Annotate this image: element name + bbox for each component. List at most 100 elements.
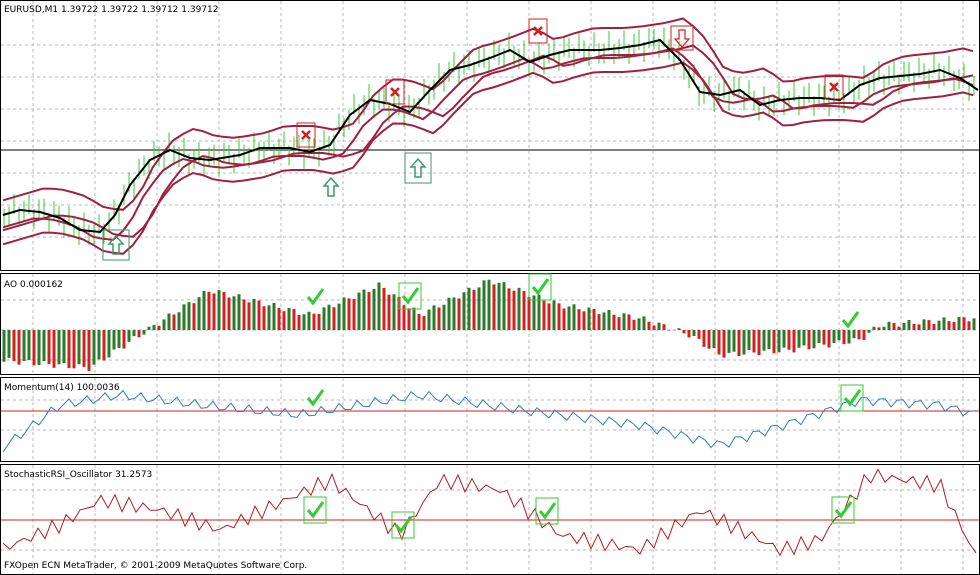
ao-bar: [877, 327, 881, 330]
price-panel: [0, 0, 980, 271]
ao-bar: [147, 326, 151, 330]
signal-box: [831, 496, 855, 524]
ao-bar: [547, 303, 551, 330]
ao-bar: [567, 306, 571, 330]
ao-bar: [512, 290, 516, 330]
ao-bar: [452, 297, 456, 330]
up-arrow: [409, 157, 427, 178]
ao-bar: [267, 305, 271, 330]
ao-bar: [782, 330, 786, 348]
ao-bar: [797, 330, 801, 348]
ao-bar: [682, 330, 686, 334]
ao-bar: [252, 298, 256, 330]
ao-bar: [462, 292, 466, 330]
ao-bar: [322, 307, 326, 330]
ao-bar: [832, 330, 836, 343]
ao-bar: [177, 312, 181, 330]
signal-box: [303, 496, 327, 524]
ao-bar: [862, 330, 866, 340]
signal-box: [404, 152, 432, 184]
ao-bar: [887, 321, 891, 330]
ao-bar: [897, 326, 901, 330]
ao-bar: [892, 322, 896, 330]
ao-bar: [257, 300, 261, 330]
ao-bar: [607, 309, 611, 330]
ao-bar: [362, 289, 366, 330]
ao-bar: [842, 330, 846, 345]
ao-bar: [312, 313, 316, 330]
ao-bar: [812, 330, 816, 349]
ao-bar: [172, 314, 176, 330]
ao-bar: [387, 294, 391, 330]
ao-bar: [327, 304, 331, 330]
ao-bar: [667, 330, 671, 331]
ao-bar: [242, 299, 246, 330]
stoch-line: [2, 468, 977, 557]
ao-bar: [142, 330, 146, 335]
ao-bar: [537, 294, 541, 330]
ao-bar: [392, 294, 396, 330]
ao-bar: [767, 330, 771, 350]
ao-bar: [292, 309, 296, 330]
ao-bar: [107, 330, 111, 358]
ao-bar: [167, 313, 171, 330]
ao-bar: [417, 313, 421, 330]
ao-bar: [307, 311, 311, 330]
ao-bar: [37, 330, 41, 366]
ao-bar: [617, 317, 621, 330]
ao-bar: [527, 296, 531, 330]
ao-bar: [952, 321, 956, 330]
indicators: [1, 17, 979, 557]
ao-bar: [262, 306, 266, 330]
ao-bar: [287, 307, 291, 330]
ao-bar: [662, 324, 666, 330]
ao-bar: [587, 307, 591, 330]
ao-bar: [562, 308, 566, 330]
check-mark: [306, 288, 325, 306]
signal-box: [840, 384, 864, 412]
check-mark: [401, 287, 420, 305]
footer: FXOpen ECN MetaTrader, © 2001-2009 MetaQ…: [4, 561, 307, 571]
ao-bar: [802, 330, 806, 346]
ao-bar: [367, 292, 371, 330]
price-curve: [2, 38, 979, 234]
check-mark: [841, 311, 860, 329]
ao-bar: [422, 315, 426, 330]
ao-bar: [47, 330, 51, 365]
ao-bar: [502, 282, 506, 330]
ao-bar: [792, 330, 796, 353]
ao-bar: [412, 307, 416, 330]
ao-bar: [82, 330, 86, 367]
ao-bar: [652, 325, 656, 330]
ao-bar: [432, 305, 436, 330]
momentum-line: [2, 389, 976, 453]
ao-bar: [12, 330, 16, 362]
ao-bar: [192, 303, 196, 330]
cross-mark: [390, 87, 400, 97]
ao-bar: [972, 318, 976, 330]
ao-bar: [32, 330, 36, 366]
ao-bar: [472, 289, 476, 330]
ao-bar: [647, 321, 651, 330]
ao-bar: [407, 308, 411, 330]
ao-bar: [187, 302, 191, 330]
band-slow: [2, 44, 974, 238]
ao-bar: [202, 290, 206, 330]
ao-bar: [507, 288, 511, 330]
ao-bar: [902, 323, 906, 330]
ao-bar: [572, 304, 576, 330]
ao-bar: [597, 314, 601, 330]
signal-box: [296, 122, 316, 148]
signal-box: [528, 273, 552, 301]
ao-bar: [922, 319, 926, 330]
ao-bar: [207, 291, 211, 330]
check-mark: [843, 389, 862, 407]
ao-bar: [722, 330, 726, 358]
ao-bar: [222, 291, 226, 330]
ao-bar: [27, 330, 31, 361]
ao-bar: [817, 330, 821, 344]
ao-bar: [872, 326, 876, 330]
ao-bar: [237, 294, 241, 330]
ao-bar: [557, 303, 561, 330]
ao-bar: [772, 330, 776, 354]
